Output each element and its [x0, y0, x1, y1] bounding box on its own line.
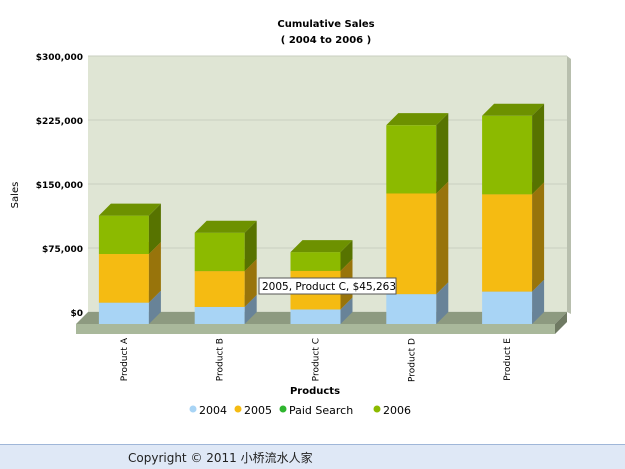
- bar-side: [532, 279, 545, 324]
- legend-label: 2004: [199, 404, 227, 417]
- legend-label: 2005: [244, 404, 272, 417]
- y-tick-label: $150,000: [36, 181, 83, 191]
- legend-label: Paid Search: [289, 404, 353, 417]
- chart-subtitle: ( 2004 to 2006 ): [281, 35, 371, 46]
- bar-top: [482, 103, 545, 116]
- bar-face: [98, 215, 149, 255]
- bar-face: [98, 302, 149, 324]
- bar-face: [386, 125, 437, 194]
- bar-face: [98, 254, 149, 303]
- bar-segment: [98, 203, 161, 255]
- x-tick-label: Product B: [216, 338, 226, 381]
- bar-top: [290, 240, 353, 253]
- bar-side: [244, 294, 257, 324]
- x-tick-label: Product D: [407, 338, 417, 382]
- x-axis-label: Products: [290, 386, 340, 397]
- bar-segment: [386, 181, 449, 295]
- x-tick-label: Product C: [312, 338, 322, 381]
- bar-segment: [194, 220, 257, 272]
- bar-face: [482, 115, 533, 195]
- bar-side: [340, 297, 353, 324]
- x-tick-label: Product E: [503, 338, 513, 381]
- legend-marker: [189, 405, 197, 413]
- legend-marker: [234, 405, 242, 413]
- x-tick-label: Product A: [120, 337, 130, 381]
- legend-marker: [373, 405, 381, 413]
- bar-side: [340, 240, 353, 271]
- bar-segment: [482, 103, 545, 195]
- bar-side: [148, 203, 161, 255]
- y-axis-label: Sales: [10, 182, 21, 209]
- y-tick-label: $75,000: [42, 245, 83, 255]
- bar-face: [290, 309, 341, 324]
- bar-segment: [482, 182, 545, 292]
- bar-side: [148, 242, 161, 303]
- bar-segment: [386, 113, 449, 194]
- bar-side: [436, 181, 449, 295]
- bar-side: [148, 290, 161, 324]
- bar-face: [386, 294, 437, 324]
- copyright-text: Copyright © 2011 小桥流水人家: [128, 451, 313, 465]
- bar-side: [532, 103, 545, 195]
- y-tick-label: $300,000: [36, 53, 83, 63]
- bar-segment: [290, 240, 353, 271]
- stacked-bar-chart: Cumulative Sales ( 2004 to 2006 ) $0 $75,…: [10, 19, 571, 417]
- legend-label: 2006: [383, 404, 411, 417]
- bar-side: [244, 259, 257, 307]
- bar-face: [290, 252, 341, 271]
- bar-face: [482, 194, 533, 292]
- tooltip-text: 2005, Product C, $45,263: [262, 281, 396, 293]
- plot-floor-front: [76, 324, 555, 334]
- bar-side: [532, 182, 545, 292]
- plot-wall-edge: [567, 56, 571, 314]
- bar-side: [436, 113, 449, 194]
- y-tick-label: $0: [70, 309, 83, 319]
- footer-bar: Copyright © 2011 小桥流水人家: [0, 444, 625, 469]
- bar-face: [194, 306, 245, 324]
- plot-floor-side: [555, 312, 567, 334]
- bar-face: [194, 271, 245, 307]
- legend-marker: [279, 405, 287, 413]
- bar-top: [194, 220, 257, 233]
- legend: 2004 2005 Paid Search 2006: [189, 404, 411, 417]
- tooltip: 2005, Product C, $45,263: [258, 277, 397, 295]
- bar-top: [98, 203, 161, 216]
- bar-face: [194, 232, 245, 272]
- bar-top: [386, 113, 449, 126]
- bar-side: [436, 282, 449, 324]
- bar-face: [386, 193, 437, 295]
- tooltip-box: [258, 277, 397, 295]
- bar-face: [482, 291, 533, 324]
- bar-side: [244, 220, 257, 272]
- chart-title: Cumulative Sales: [277, 19, 374, 30]
- y-tick-label: $225,000: [36, 117, 83, 127]
